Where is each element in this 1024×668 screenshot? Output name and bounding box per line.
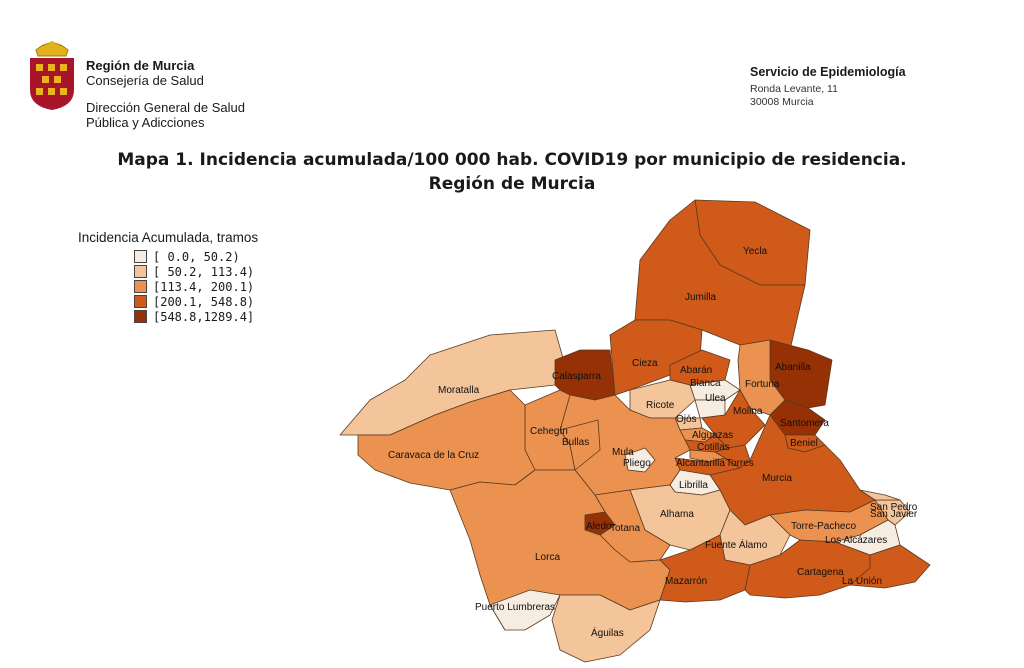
dept-line2: Pública y Adicciones [86,115,205,130]
label-mula: Mula [612,447,634,458]
label-moratalla: Moratalla [438,385,480,396]
label-cehegin: Cehegín [530,426,568,437]
legend-swatch [134,310,147,323]
address-line2: 30008 Murcia [750,96,814,108]
map-legend: Incidencia Acumulada, tramos [ 0.0, 50.2… [78,230,258,324]
map-title-line1: Mapa 1. Incidencia acumulada/100 000 hab… [117,150,907,170]
dept-line1: Dirección General de Salud [86,100,245,115]
label-totana: Totana [610,523,640,534]
legend-label: [200.1, 548.8) [153,294,255,309]
label-blanca: Blanca [690,378,721,389]
label-cotillas: Cotillas [697,442,730,453]
legend-title: Incidencia Acumulada, tramos [78,230,259,245]
region-san-pedro[interactable] [859,489,901,501]
label-yecla: Yecla [743,246,768,257]
label-alguazas: Alguazas [692,430,733,441]
label-pliego: Pliego [623,458,651,469]
label-puerto-lumbreras: Puerto Lumbreras [475,602,555,613]
legend-label: [ 50.2, 113.4) [153,264,255,279]
label-cartagena: Cartagena [797,567,844,578]
map-svg: Yecla Jumilla Moratalla Calasparra Cieza… [339,199,931,663]
header-org-block: Región de Murcia Consejería de Salud Dir… [26,38,326,130]
label-aguilas: Águilas [591,626,624,639]
label-ojos: Ojós [676,414,697,425]
label-molina: Molina [733,406,763,417]
legend-swatch [134,265,147,278]
label-beniel: Beniel [790,438,818,449]
label-alhama: Alhama [660,509,694,520]
region-bullas[interactable] [559,419,601,471]
legend-swatch [134,250,147,263]
legend-item: [113.4, 200.1) [134,279,258,294]
region-aguilas[interactable] [551,594,661,663]
header-service-block: Servicio de Epidemiología Ronda Levante,… [750,66,906,109]
legend-label: [113.4, 200.1) [153,279,255,294]
label-san-javier: San Javier [870,509,918,520]
legend-item: [ 0.0, 50.2) [134,249,258,264]
legend-label: [548.8,1289.4] [153,309,255,324]
choropleth-map: Yecla Jumilla Moratalla Calasparra Cieza… [330,190,950,665]
label-la-union: La Unión [842,576,882,587]
label-caravaca: Caravaca de la Cruz [388,450,479,461]
legend-item: [200.1, 548.8) [134,294,258,309]
label-aledo: Aledo [586,521,612,532]
label-calasparra: Calasparra [552,371,601,382]
label-jumilla: Jumilla [685,292,717,303]
label-abaran: Abarán [680,365,712,376]
legend-item: [ 50.2, 113.4) [134,264,258,279]
label-torre-pacheco: Torre-Pacheco [791,521,856,532]
region-crest-icon [30,41,74,110]
label-torres: Torres [726,458,754,469]
label-ricote: Ricote [646,400,675,411]
region-puerto-lumbreras[interactable] [489,589,561,631]
org-sub: Consejería de Salud [86,73,204,88]
legend-swatch [134,295,147,308]
label-fortuna: Fortuna [745,379,780,390]
label-librilla: Librilla [679,480,708,491]
label-bullas: Bullas [562,437,589,448]
label-los-alcazares: Los Alcázares [825,535,887,546]
legend-swatch [134,280,147,293]
label-murcia: Murcia [762,473,792,484]
label-cieza: Cieza [632,358,658,369]
org-name: Región de Murcia [86,58,195,73]
map-title: Mapa 1. Incidencia acumulada/100 000 hab… [0,148,1024,196]
label-santomera: Santomera [780,418,829,429]
label-lorca: Lorca [535,552,560,563]
service-name: Servicio de Epidemiología [750,65,906,79]
address-line1: Ronda Levante, 11 [750,83,838,95]
map-title-line2: Región de Murcia [428,174,596,194]
label-ulea: Ulea [705,393,726,404]
region-la-union[interactable] [849,544,931,589]
label-mazarron: Mazarrón [665,576,707,587]
legend-label: [ 0.0, 50.2) [153,249,240,264]
region-pliego[interactable] [624,447,656,473]
label-fuente-alamo: Fuente Álamo [705,538,768,551]
label-alcantarilla: Alcantarilla [676,458,725,469]
legend-item: [548.8,1289.4] [134,309,258,324]
label-abanilla: Abanilla [775,362,811,373]
label-san-pedro: San Pedro [870,502,918,513]
